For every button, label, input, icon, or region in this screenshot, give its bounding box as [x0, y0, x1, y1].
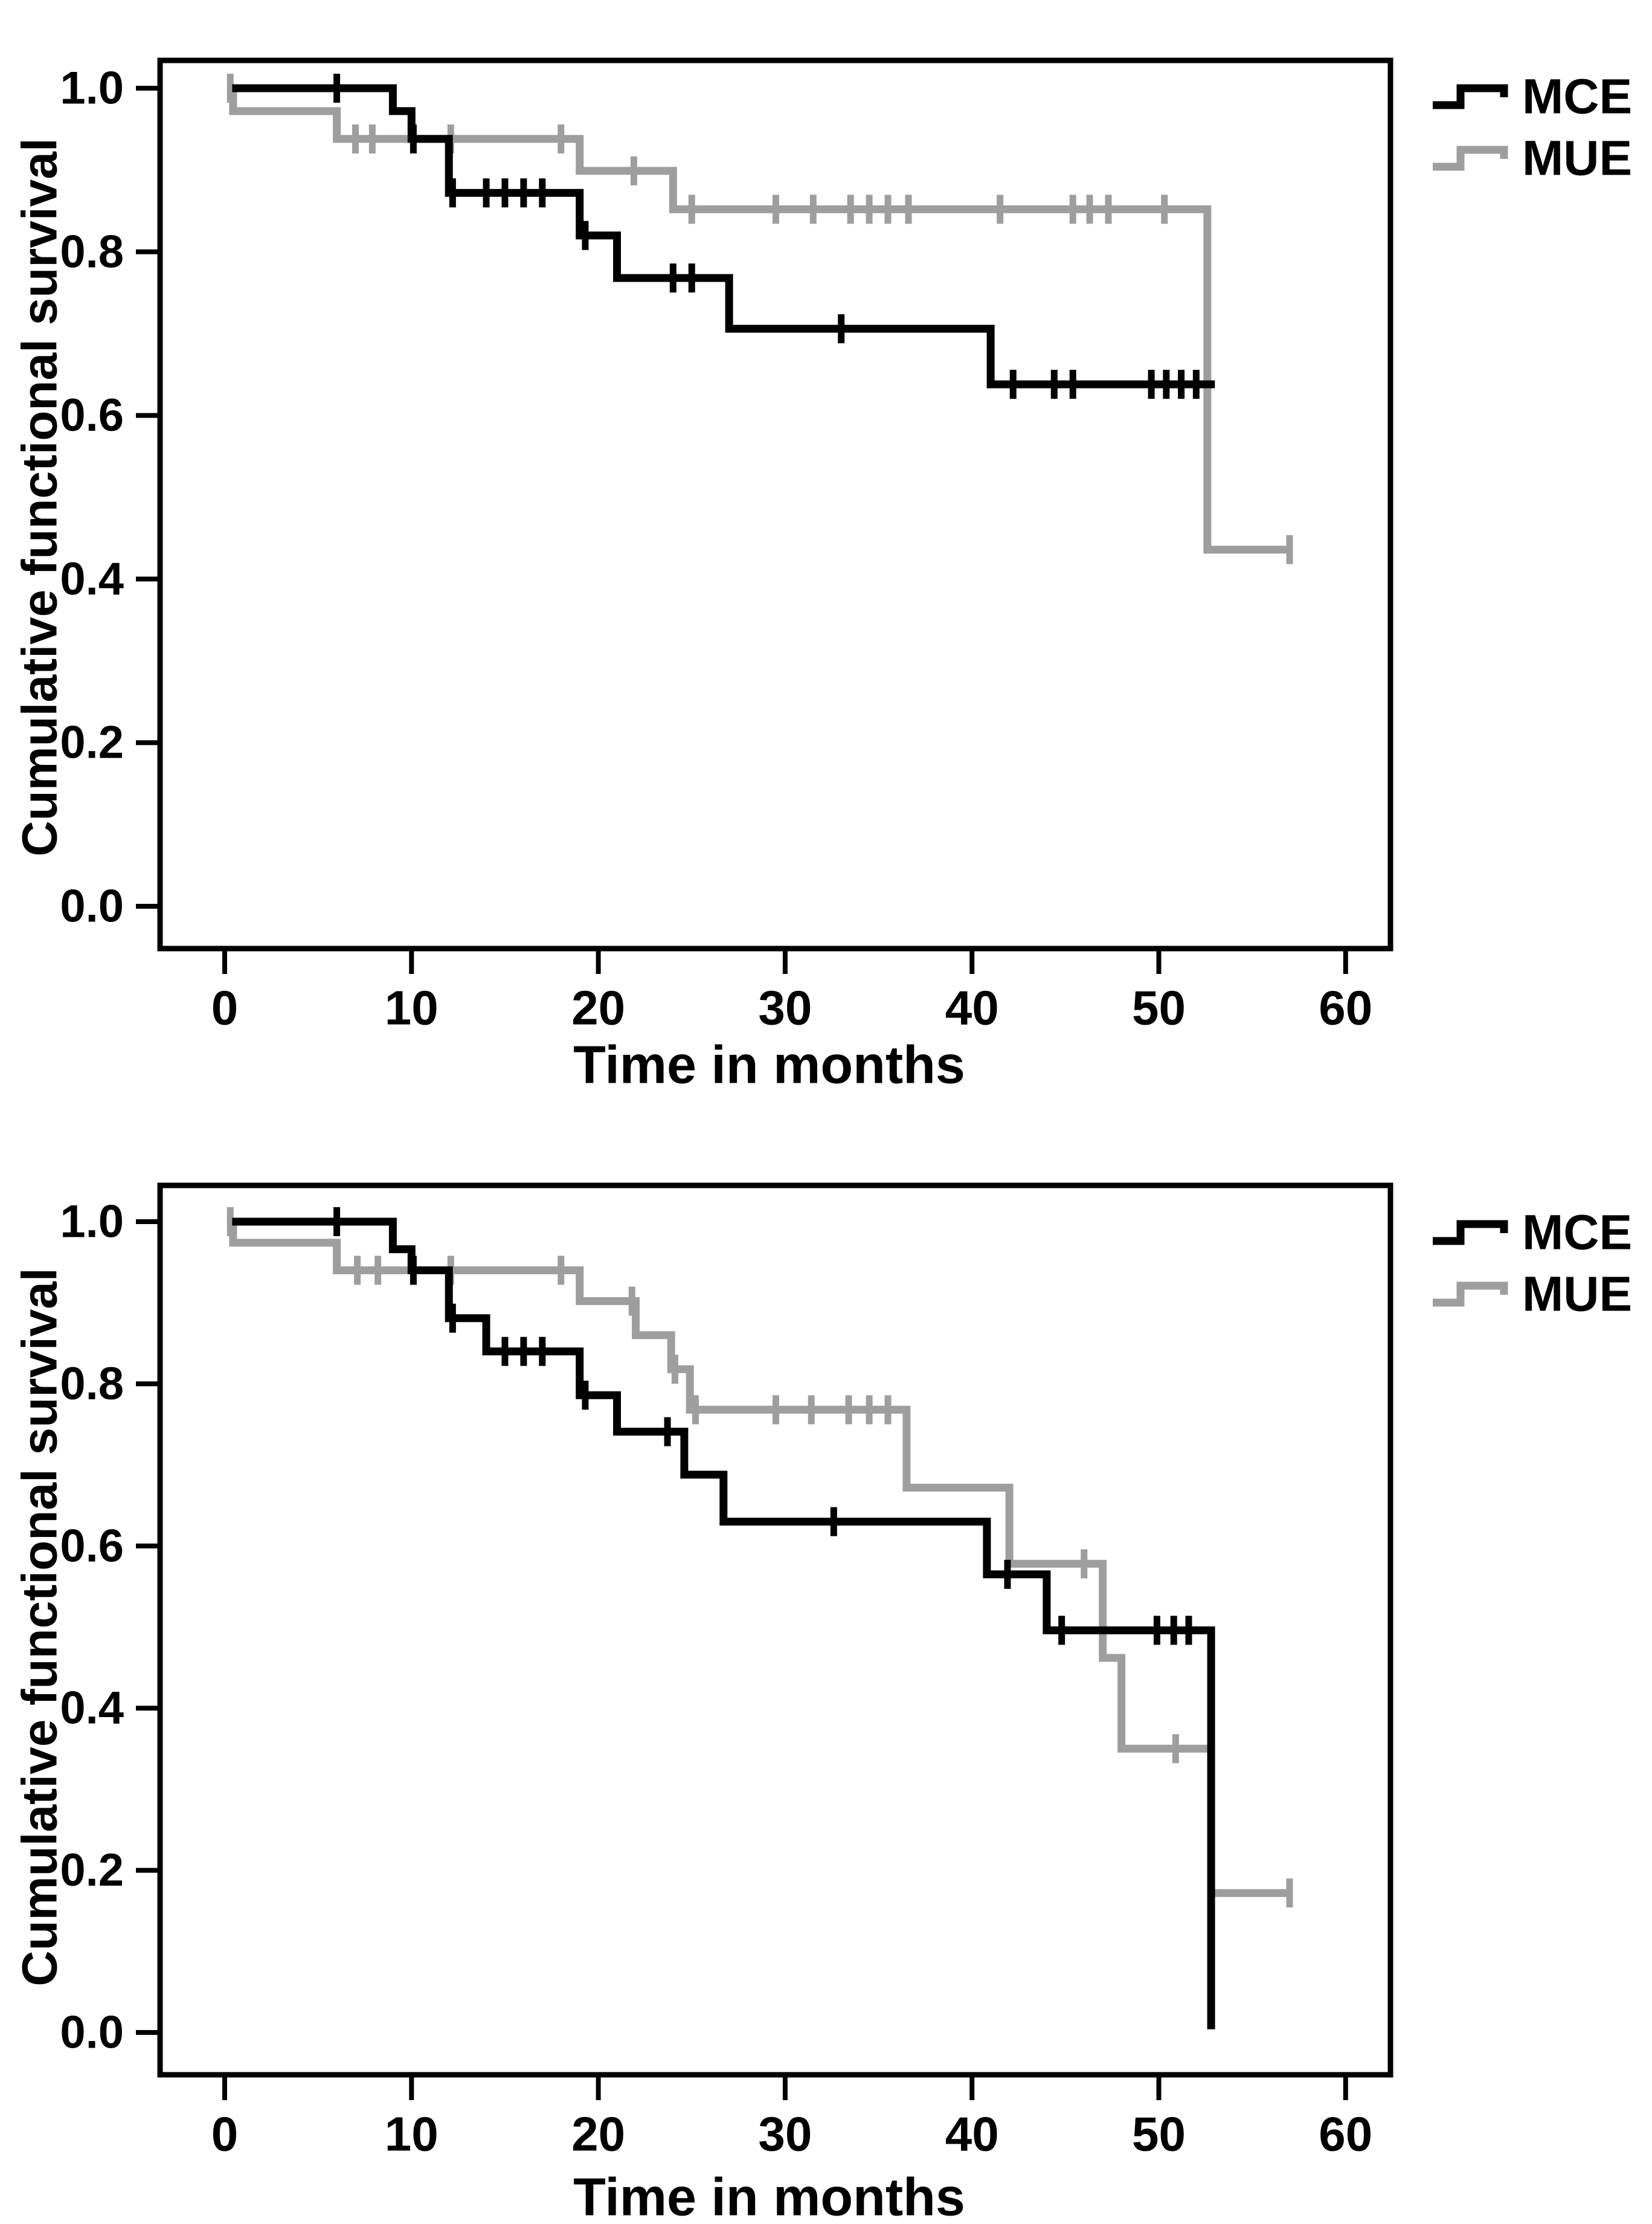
y-tick-label: 0.8 [60, 1358, 124, 1410]
km-series-mce-bottom [232, 1207, 1215, 2029]
legend-step-glyph-mce [1433, 84, 1508, 109]
x-axis: 0 10 20 30 40 50 60 [211, 949, 1372, 1035]
x-tick-label: 60 [1319, 2107, 1372, 2161]
x-tick-label: 0 [211, 2107, 239, 2161]
x-axis-title: Time in months [573, 1035, 965, 1095]
legend-label: MUE [1522, 1267, 1632, 1322]
legend-step-glyph-mue [1433, 146, 1508, 171]
censor-marks-mue [227, 74, 1293, 564]
survival-chart-top: 1.0 0.8 0.6 0.4 0.2 0.0 0 10 20 30 40 50 60 Time in m… [13, 57, 1632, 1095]
survival-chart-bottom: 1.0 0.8 0.6 0.4 0.2 0.0 0 10 20 30 40 50 60 Time in m… [13, 1182, 1632, 2224]
legend-item-mue: MUE [1433, 1267, 1632, 1322]
x-tick-label: 20 [571, 2107, 625, 2161]
km-series-mce-top [232, 74, 1215, 399]
legend-step-glyph-mue [1433, 1281, 1508, 1307]
x-tick-label: 40 [945, 981, 999, 1035]
y-tick-label: 0.0 [60, 881, 124, 932]
y-axis: 1.0 0.8 0.6 0.4 0.2 0.0 [60, 63, 160, 932]
x-axis: 0 10 20 30 40 50 60 [211, 2075, 1372, 2161]
x-tick-label: 60 [1319, 981, 1372, 1035]
y-tick-label: 0.2 [60, 1845, 124, 1896]
y-tick-label: 0.4 [60, 553, 124, 605]
km-series-mue-top [227, 74, 1293, 564]
y-tick-label: 0.8 [60, 226, 124, 277]
legend-step-glyph-mce [1433, 1220, 1508, 1245]
x-tick-label: 10 [385, 981, 439, 1035]
censor-marks-mce [333, 1207, 1192, 1645]
legend-item-mce: MCE [1433, 1205, 1632, 1260]
km-curve-mue [228, 84, 1290, 554]
km-curve-mue [228, 1217, 1290, 1897]
legend-bottom: MCE MUE [1433, 1205, 1632, 1322]
y-axis-title: Cumulative functional survival [13, 138, 68, 856]
x-tick-label: 20 [571, 981, 625, 1035]
legend-label: MCE [1522, 69, 1632, 124]
x-tick-label: 10 [385, 2107, 439, 2161]
km-curve-mce [232, 84, 1215, 388]
y-tick-label: 1.0 [60, 1196, 124, 1248]
x-tick-label: 50 [1132, 981, 1186, 1035]
y-tick-label: 0.2 [60, 717, 124, 769]
km-series-mue-bottom [227, 1207, 1293, 1908]
plot-border [157, 1182, 1393, 2078]
x-tick-label: 50 [1132, 2107, 1186, 2161]
y-axis: 1.0 0.8 0.6 0.4 0.2 0.0 [60, 1196, 160, 2058]
legend-item-mce: MCE [1433, 69, 1632, 124]
x-tick-label: 30 [758, 2107, 812, 2161]
y-tick-label: 0.4 [60, 1683, 124, 1734]
y-tick-label: 1.0 [60, 63, 124, 114]
censor-marks-mce [333, 74, 1200, 399]
y-tick-label: 0.0 [60, 2007, 124, 2058]
legend-top: MCE MUE [1433, 69, 1632, 186]
y-axis-title: Cumulative functional survival [13, 1268, 68, 1986]
x-axis-title: Time in months [573, 2167, 965, 2224]
x-tick-label: 0 [211, 981, 239, 1035]
censor-marks-mue [227, 1207, 1293, 1908]
legend-label: MUE [1522, 131, 1632, 186]
x-tick-label: 40 [945, 2107, 999, 2161]
y-tick-label: 0.6 [60, 390, 124, 441]
x-tick-label: 30 [758, 981, 812, 1035]
legend-label: MCE [1522, 1205, 1632, 1260]
legend-item-mue: MUE [1433, 131, 1632, 186]
y-tick-label: 0.6 [60, 1520, 124, 1571]
plot-border [157, 57, 1393, 952]
